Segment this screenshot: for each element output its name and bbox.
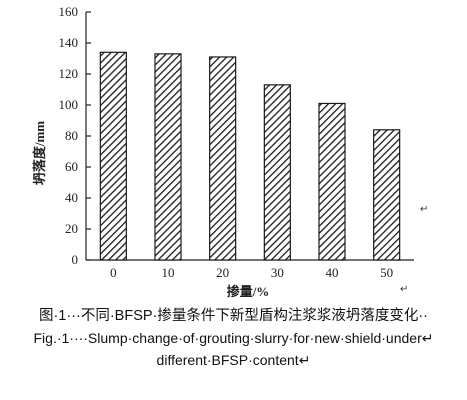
y-tick-label: 80 xyxy=(65,128,78,143)
paragraph-return-mark: ↵ xyxy=(420,204,428,215)
x-axis-title: 掺量/% xyxy=(227,284,270,299)
x-axis: 0 10 20 30 40 50 xyxy=(86,255,414,280)
caption-english-line2: different·BFSP·content↵ xyxy=(156,352,311,368)
y-tick-label: 0 xyxy=(72,252,79,267)
bar xyxy=(318,102,346,261)
slump-bar-chart: 0 20 40 60 80 100 120 140 160 0 10 20 30 40 50 坍落度/mm… xyxy=(32,4,428,299)
bar xyxy=(99,51,127,261)
y-tick-label: 60 xyxy=(65,159,78,174)
y-tick-label: 20 xyxy=(65,221,78,236)
x-tick-label: 30 xyxy=(271,265,284,280)
bar xyxy=(373,129,401,261)
x-tick-label: 50 xyxy=(380,265,393,280)
bar xyxy=(209,56,237,261)
figure-caption: 图·1···不同·BFSP·掺量条件下新型盾构注浆浆液坍落度变化·· Fig.·… xyxy=(0,305,467,371)
y-tick-label: 120 xyxy=(59,66,79,81)
y-tick-label: 40 xyxy=(65,190,78,205)
x-tick-label: 0 xyxy=(110,265,117,280)
bar xyxy=(154,53,182,261)
bars xyxy=(99,51,401,261)
x-tick-label: 40 xyxy=(326,265,339,280)
caption-english-line1: Fig.·1····Slump·change·of·grouting·slurr… xyxy=(33,330,434,346)
chart-area: 0 20 40 60 80 100 120 140 160 0 10 20 30 40 50 坍落度/mm… xyxy=(32,4,428,299)
y-tick-label: 100 xyxy=(59,97,79,112)
y-tick-label: 160 xyxy=(59,4,79,19)
y-axis-title: 坍落度/mm xyxy=(32,121,47,185)
x-tick-label: 10 xyxy=(162,265,175,280)
y-axis: 0 20 40 60 80 100 120 140 160 xyxy=(59,4,91,267)
paragraph-return-mark: ↵ xyxy=(400,284,408,295)
x-tick-label: 20 xyxy=(216,265,229,280)
y-tick-label: 140 xyxy=(59,35,79,50)
bar xyxy=(263,84,291,261)
caption-chinese: 图·1···不同·BFSP·掺量条件下新型盾构注浆浆液坍落度变化·· xyxy=(38,308,429,324)
